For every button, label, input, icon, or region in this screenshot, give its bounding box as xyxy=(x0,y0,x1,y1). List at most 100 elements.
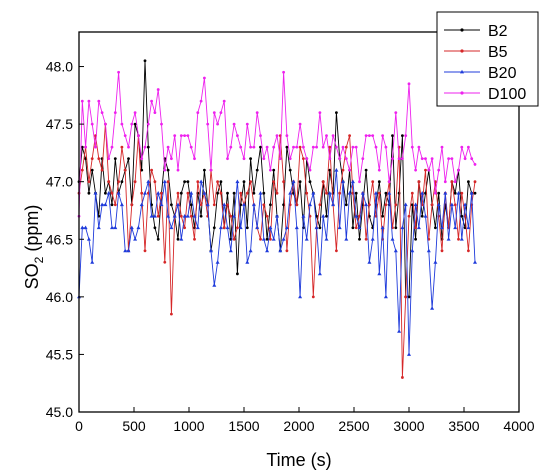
data-point xyxy=(463,157,467,161)
series-line-b5 xyxy=(78,123,476,378)
data-point xyxy=(344,237,349,241)
data-point xyxy=(407,82,411,86)
data-point xyxy=(106,191,111,195)
legend-label-b5: B5 xyxy=(488,44,508,61)
data-point xyxy=(275,134,279,138)
data-point xyxy=(354,145,358,149)
data-point xyxy=(285,249,289,253)
data-point xyxy=(196,180,200,184)
data-point xyxy=(377,168,381,172)
data-point xyxy=(456,191,461,195)
data-point xyxy=(282,70,285,74)
data-point xyxy=(284,225,289,230)
data-point xyxy=(249,180,253,184)
data-point xyxy=(245,226,249,230)
data-point xyxy=(265,237,269,241)
data-point xyxy=(354,191,358,195)
x-tick-label: 3000 xyxy=(393,418,424,434)
data-point xyxy=(338,191,342,195)
data-point xyxy=(370,237,375,241)
data-point xyxy=(216,180,220,184)
data-point xyxy=(116,191,121,195)
data-point xyxy=(212,226,216,230)
data-point xyxy=(251,202,256,207)
data-point xyxy=(427,168,431,172)
data-point xyxy=(239,191,243,195)
data-point xyxy=(84,145,87,149)
data-point xyxy=(328,145,332,149)
data-point xyxy=(327,191,332,195)
data-point xyxy=(160,191,163,195)
data-point xyxy=(391,157,394,161)
data-point xyxy=(193,237,196,241)
data-point xyxy=(202,191,207,195)
x-tick-label: 3500 xyxy=(448,418,479,434)
data-point xyxy=(216,122,220,126)
data-point xyxy=(473,163,477,166)
data-point xyxy=(219,111,223,115)
data-point xyxy=(417,180,421,184)
data-point xyxy=(295,145,299,149)
y-axis-title-subscript: 2 xyxy=(32,256,46,263)
data-point xyxy=(123,168,127,172)
data-point xyxy=(199,99,203,103)
data-point xyxy=(133,111,137,115)
data-point xyxy=(218,225,223,230)
data-point xyxy=(331,202,336,207)
data-point xyxy=(129,225,134,230)
data-point xyxy=(262,203,266,207)
data-point xyxy=(156,191,161,195)
data-point xyxy=(436,202,441,207)
data-point xyxy=(467,145,470,149)
data-point xyxy=(347,191,352,195)
data-point xyxy=(136,225,141,230)
data-point xyxy=(414,168,417,172)
data-point xyxy=(205,202,210,207)
data-point xyxy=(97,157,101,161)
data-point xyxy=(107,157,111,161)
data-point xyxy=(414,237,417,241)
data-point xyxy=(259,237,262,241)
data-point xyxy=(222,202,227,207)
legend: B2 B5 B20 D100 xyxy=(436,11,539,107)
data-point xyxy=(133,237,138,241)
data-point xyxy=(259,145,262,149)
data-point xyxy=(401,134,404,138)
data-point xyxy=(334,167,339,172)
data-point xyxy=(453,203,457,207)
data-point xyxy=(364,168,368,172)
data-point xyxy=(212,111,216,115)
data-point xyxy=(473,180,477,184)
data-point xyxy=(394,111,398,115)
data-point xyxy=(252,145,256,149)
data-point xyxy=(212,283,217,287)
data-point xyxy=(166,145,170,149)
data-point xyxy=(413,202,418,207)
data-point xyxy=(97,99,101,103)
data-point xyxy=(460,145,464,149)
data-point xyxy=(90,157,94,161)
data-point xyxy=(195,225,200,230)
data-point xyxy=(473,191,477,195)
data-point xyxy=(457,237,460,241)
data-point xyxy=(407,214,411,218)
series-layer xyxy=(77,59,477,379)
data-point xyxy=(130,203,134,207)
data-point xyxy=(407,295,411,299)
data-point xyxy=(288,157,292,161)
data-point xyxy=(384,145,388,149)
data-point xyxy=(390,237,395,241)
data-point xyxy=(453,180,457,184)
data-point xyxy=(103,202,108,207)
data-point xyxy=(127,145,130,149)
data-point xyxy=(397,157,401,161)
data-point xyxy=(380,225,385,230)
data-point xyxy=(140,157,144,161)
data-point xyxy=(245,260,250,264)
data-point xyxy=(285,145,289,149)
data-point xyxy=(314,225,319,230)
data-point xyxy=(440,249,444,253)
data-point xyxy=(311,295,315,299)
data-point xyxy=(139,202,144,207)
data-point xyxy=(271,237,276,241)
